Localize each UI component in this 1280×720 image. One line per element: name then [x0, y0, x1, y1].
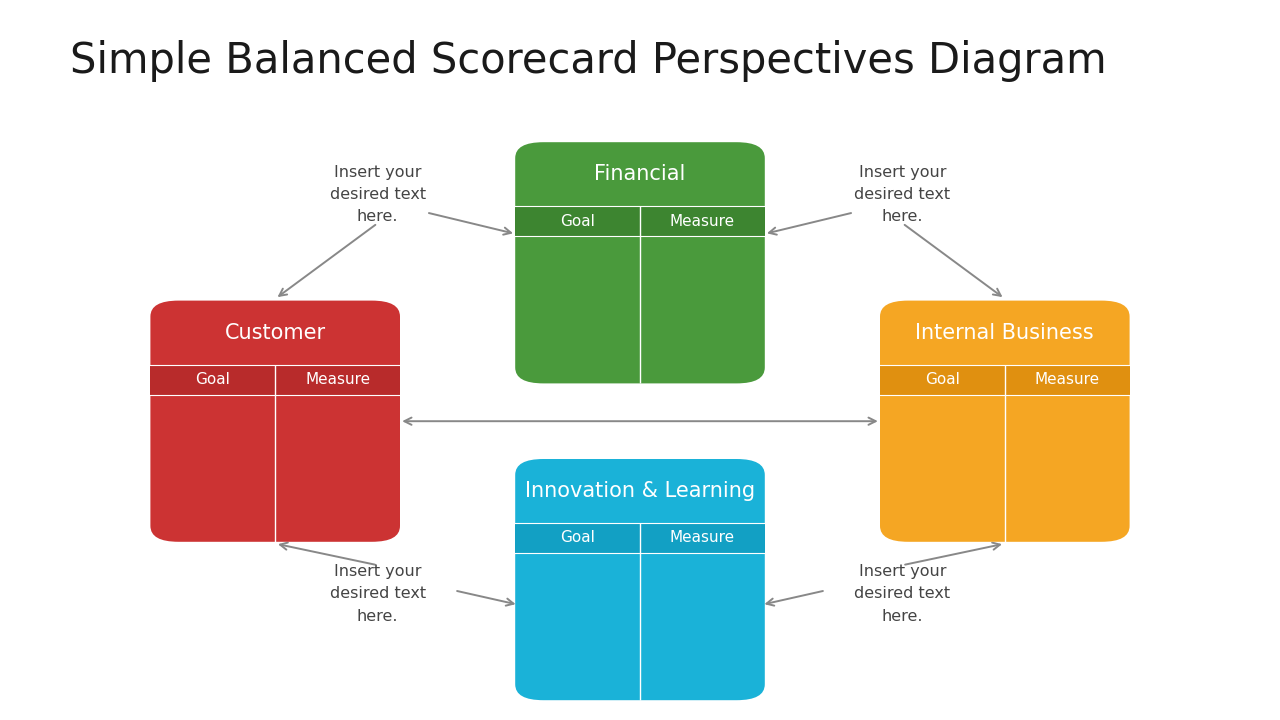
- Polygon shape: [151, 364, 399, 395]
- Polygon shape: [881, 364, 1130, 395]
- Text: Goal: Goal: [196, 372, 230, 387]
- Text: Insert your
desired text
here.: Insert your desired text here.: [329, 165, 426, 224]
- FancyBboxPatch shape: [881, 301, 1130, 541]
- Text: Measure: Measure: [669, 531, 735, 546]
- Text: Internal Business: Internal Business: [915, 323, 1094, 343]
- Text: Measure: Measure: [669, 214, 735, 229]
- FancyBboxPatch shape: [515, 459, 765, 700]
- Text: Goal: Goal: [925, 372, 960, 387]
- Text: Customer: Customer: [224, 323, 326, 343]
- Text: Measure: Measure: [305, 372, 370, 387]
- Text: Goal: Goal: [561, 531, 595, 546]
- Text: Insert your
desired text
here.: Insert your desired text here.: [854, 564, 951, 624]
- Text: Insert your
desired text
here.: Insert your desired text here.: [854, 165, 951, 224]
- Polygon shape: [515, 523, 765, 553]
- FancyBboxPatch shape: [515, 143, 765, 383]
- Text: Innovation & Learning: Innovation & Learning: [525, 481, 755, 501]
- Text: Measure: Measure: [1034, 372, 1100, 387]
- Text: Goal: Goal: [561, 214, 595, 229]
- Text: Simple Balanced Scorecard Perspectives Diagram: Simple Balanced Scorecard Perspectives D…: [70, 40, 1107, 81]
- FancyBboxPatch shape: [151, 301, 399, 541]
- Text: Financial: Financial: [594, 164, 686, 184]
- Polygon shape: [515, 206, 765, 236]
- Text: Insert your
desired text
here.: Insert your desired text here.: [329, 564, 426, 624]
